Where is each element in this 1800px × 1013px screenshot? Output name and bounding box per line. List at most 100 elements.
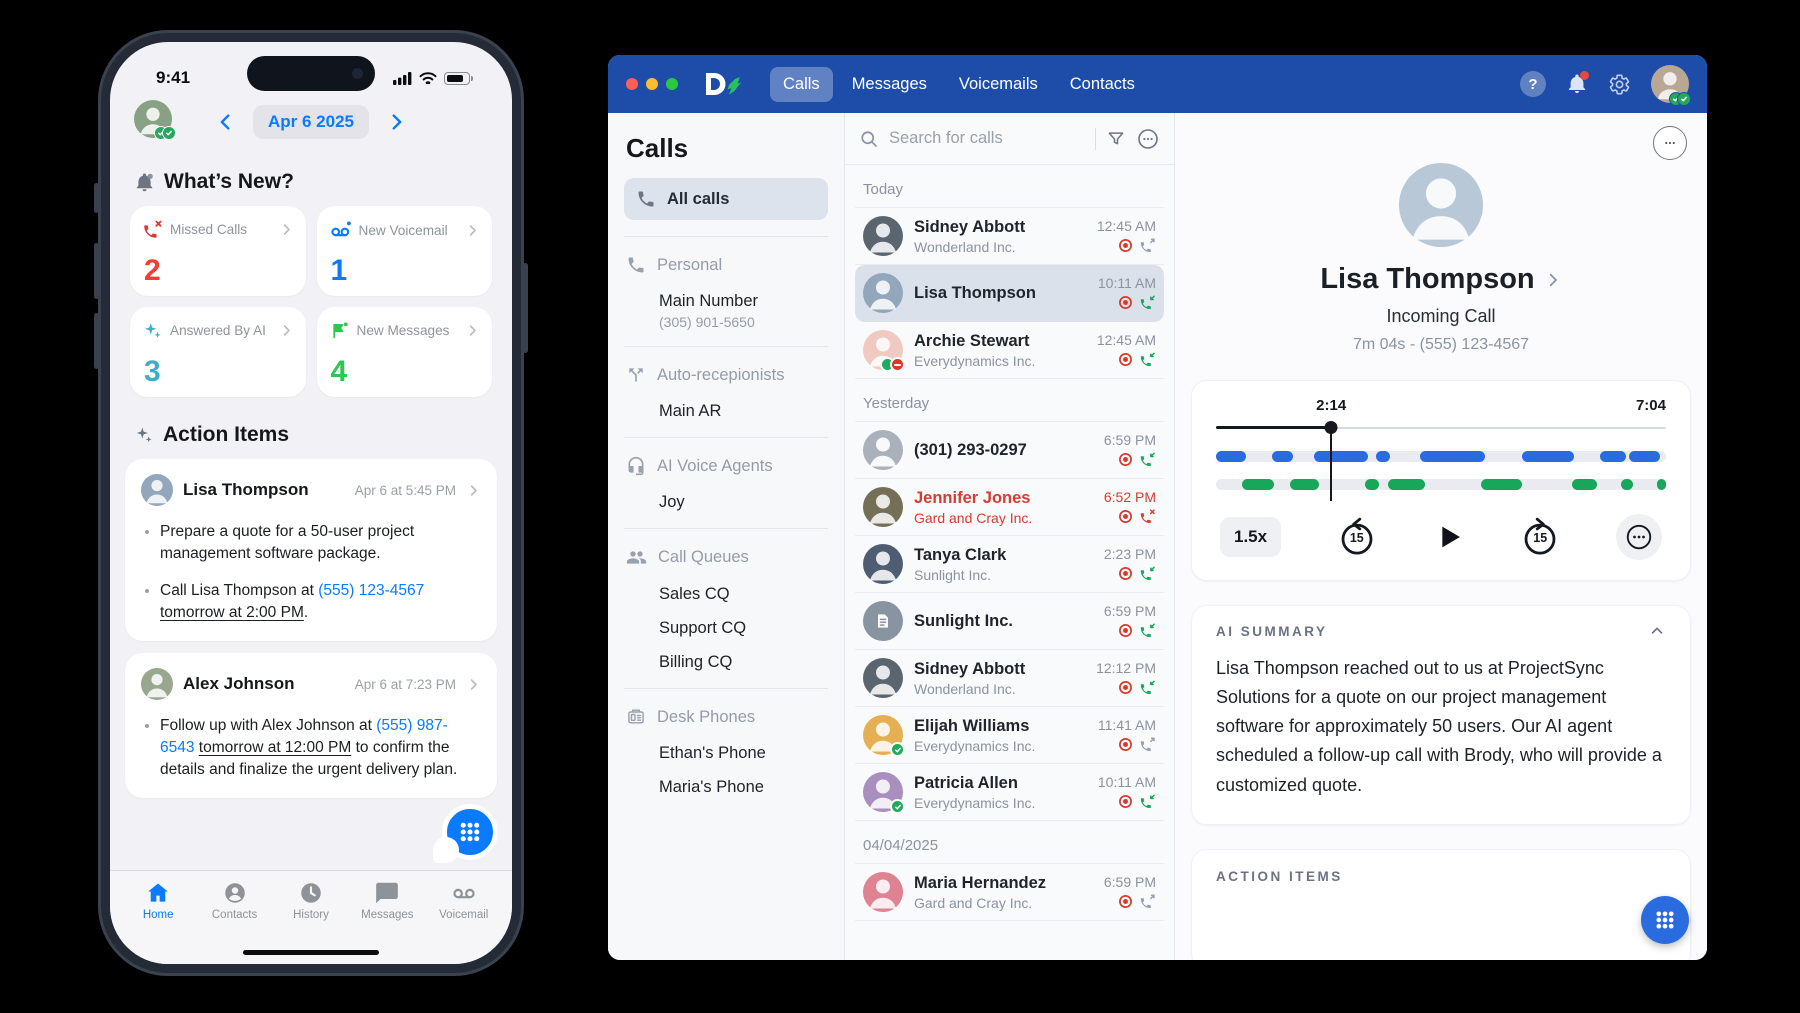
tab-home[interactable]: Home (125, 880, 191, 964)
sidebar-item-sales-cq[interactable]: Sales CQ (659, 585, 828, 604)
nav-tab-contacts[interactable]: Contacts (1069, 74, 1135, 93)
user-avatar[interactable] (134, 100, 176, 140)
sidebar-item-support-cq[interactable]: Support CQ (659, 619, 828, 638)
history-icon (301, 883, 321, 903)
group-label: Auto-recepionists (657, 365, 785, 384)
dynamic-island (247, 56, 375, 91)
call-row-jennifer-jones[interactable]: Jennifer Jones Gard and Cray Inc. 6:52 PM (855, 479, 1164, 536)
tab-messages[interactable]: Messages (354, 880, 420, 964)
playback-timeline[interactable] (1216, 421, 1666, 434)
whats-new-card-new-messages[interactable]: New Messages 4 (316, 307, 492, 397)
waveform-segment (1290, 479, 1320, 490)
sidebar-item-main-number[interactable]: Main Number (305) 901-5650 (659, 292, 828, 330)
person-silhouette-icon (863, 658, 903, 698)
nav-tab-calls[interactable]: Calls (770, 66, 833, 102)
desktop-dialpad-fab[interactable] (1641, 896, 1689, 944)
caller-name: Sunlight Inc. (914, 611, 1013, 630)
settings-button[interactable] (1608, 73, 1631, 96)
chevron-right-icon[interactable] (1544, 271, 1562, 289)
card-value: 2 (144, 254, 161, 287)
sidebar-item-all-calls[interactable]: All calls (624, 178, 828, 220)
waveform-segment (1656, 479, 1666, 490)
notifications-button[interactable] (1566, 71, 1589, 95)
maximize-window-button[interactable] (666, 78, 678, 90)
call-time: 6:52 PM (1103, 489, 1156, 505)
avatar (863, 273, 903, 313)
call-meta: 7m 04s - (555) 123-4567 (1352, 336, 1530, 353)
phone-dialpad-fab[interactable] (433, 804, 498, 863)
more-options-icon[interactable] (1136, 127, 1160, 151)
date-pill[interactable]: Apr 6 2025 (253, 105, 369, 139)
call-time: 12:12 PM (1096, 660, 1156, 676)
timestamp: Apr 6 at 7:23 PM (354, 676, 456, 692)
call-status-icons (1117, 451, 1156, 468)
next-date-button[interactable] (385, 111, 407, 133)
sidebar-item-maria-s-phone[interactable]: Maria's Phone (659, 778, 828, 797)
call-row-301-293-0297[interactable]: (301) 293-0297 6:59 PM (855, 422, 1164, 479)
person-silhouette-icon (863, 216, 903, 256)
sidebar-item-billing-cq[interactable]: Billing CQ (659, 653, 828, 672)
avatar (863, 330, 905, 372)
phone-call-icon (638, 191, 654, 207)
action-items-card: ACTION ITEMS (1191, 848, 1691, 960)
whats-new-card-answered-by-ai[interactable]: Answered By AI 3 (130, 307, 306, 397)
phone-link[interactable]: (555) 123-4567 (318, 582, 425, 599)
skip-back-15-button[interactable]: 15 (1336, 516, 1378, 558)
nav-tab-messages[interactable]: Messages (851, 74, 927, 93)
call-row-sidney-abbott[interactable]: Sidney Abbott Wonderland Inc. 12:45 AM (855, 208, 1164, 265)
chevron-up-icon[interactable] (1648, 622, 1666, 640)
minimize-window-button[interactable] (646, 78, 658, 90)
sidebar-item-joy[interactable]: Joy (659, 493, 828, 512)
playback-waveform: 2:14 7:04 (1216, 397, 1666, 501)
close-window-button[interactable] (626, 78, 638, 90)
tab-history[interactable]: History (278, 880, 344, 964)
tab-voicemail[interactable]: Voicemail (431, 880, 497, 964)
sidebar-item-main-ar[interactable]: Main AR (659, 402, 828, 421)
call-row-lisa-thompson[interactable]: Lisa Thompson 10:11 AM (855, 265, 1164, 322)
voicemail-icon (330, 221, 351, 237)
help-button[interactable]: ? (1520, 71, 1546, 97)
call-row-archie-stewart[interactable]: Archie Stewart Everydynamics Inc. 12:45 AM (855, 322, 1164, 379)
detail-more-button[interactable] (1653, 126, 1687, 160)
voicemail-icon (453, 888, 475, 899)
prev-date-button[interactable] (215, 111, 237, 133)
skip-forward-15-button[interactable]: 15 (1519, 516, 1561, 558)
playback-speed-button[interactable]: 1.5x (1220, 517, 1282, 557)
action-item-bullet: Call Lisa Thompson at (555) 123-4567 tom… (141, 580, 481, 624)
play-button[interactable] (1433, 521, 1465, 553)
call-row-sunlight-inc[interactable]: Sunlight Inc. 6:59 PM (855, 593, 1164, 650)
sidebar-item-ethan-s-phone[interactable]: Ethan's Phone (659, 744, 828, 763)
person-silhouette-icon (863, 273, 903, 313)
nav-tab-voicemails[interactable]: Voicemails (958, 74, 1038, 93)
playback-more-button[interactable] (1615, 514, 1662, 560)
waveform-segment (1242, 479, 1275, 490)
tab-contacts[interactable]: Contacts (202, 880, 268, 964)
whats-new-card-new-voicemail[interactable]: New Voicemail 1 (316, 206, 492, 296)
text-segment: Follow up with Alex Johnson at (160, 717, 377, 734)
current-time: 2:14 (1316, 397, 1347, 414)
item-title: Support CQ (659, 619, 747, 637)
item-title: Billing CQ (659, 653, 733, 671)
call-row-patricia-allen[interactable]: Patricia Allen Everydynamics Inc. 10:11 AM (855, 764, 1164, 821)
home-indicator[interactable] (243, 950, 379, 955)
call-time: 12:45 AM (1096, 332, 1156, 348)
person-silhouette-icon (141, 474, 173, 506)
record-icon (1119, 681, 1132, 694)
search-input[interactable] (889, 129, 1085, 148)
user-avatar[interactable] (1651, 65, 1691, 106)
call-row-tanya-clark[interactable]: Tanya Clark Sunlight Inc. 2:23 PM (855, 536, 1164, 593)
filter-icon[interactable] (1106, 129, 1126, 149)
call-time: 6:59 PM (1103, 432, 1156, 448)
chevron-right-icon (283, 224, 290, 235)
call-row-sidney-abbott[interactable]: Sidney Abbott Wonderland Inc. 12:12 PM (855, 650, 1164, 707)
app-logo-icon (702, 71, 744, 97)
action-item-card-lisa-thompson[interactable]: Lisa Thompson Apr 6 at 5:45 PM Prepare a q… (125, 459, 497, 641)
call-incoming-icon (1140, 680, 1155, 695)
call-row-maria-hernandez[interactable]: Maria Hernandez Gard and Cray Inc. 6:59 PM (855, 864, 1164, 921)
call-row-elijah-williams[interactable]: Elijah Williams Everydynamics Inc. 11:41 A… (855, 707, 1164, 764)
phone-link[interactable]: (555) 987-6543 (160, 717, 448, 756)
whats-new-card-missed-calls[interactable]: Missed Calls 2 (130, 206, 306, 296)
record-icon (1119, 624, 1132, 637)
action-item-card-alex-johnson[interactable]: Alex Johnson Apr 6 at 7:23 PM Follow up wi… (125, 653, 497, 798)
waveform-segment (1620, 479, 1634, 490)
